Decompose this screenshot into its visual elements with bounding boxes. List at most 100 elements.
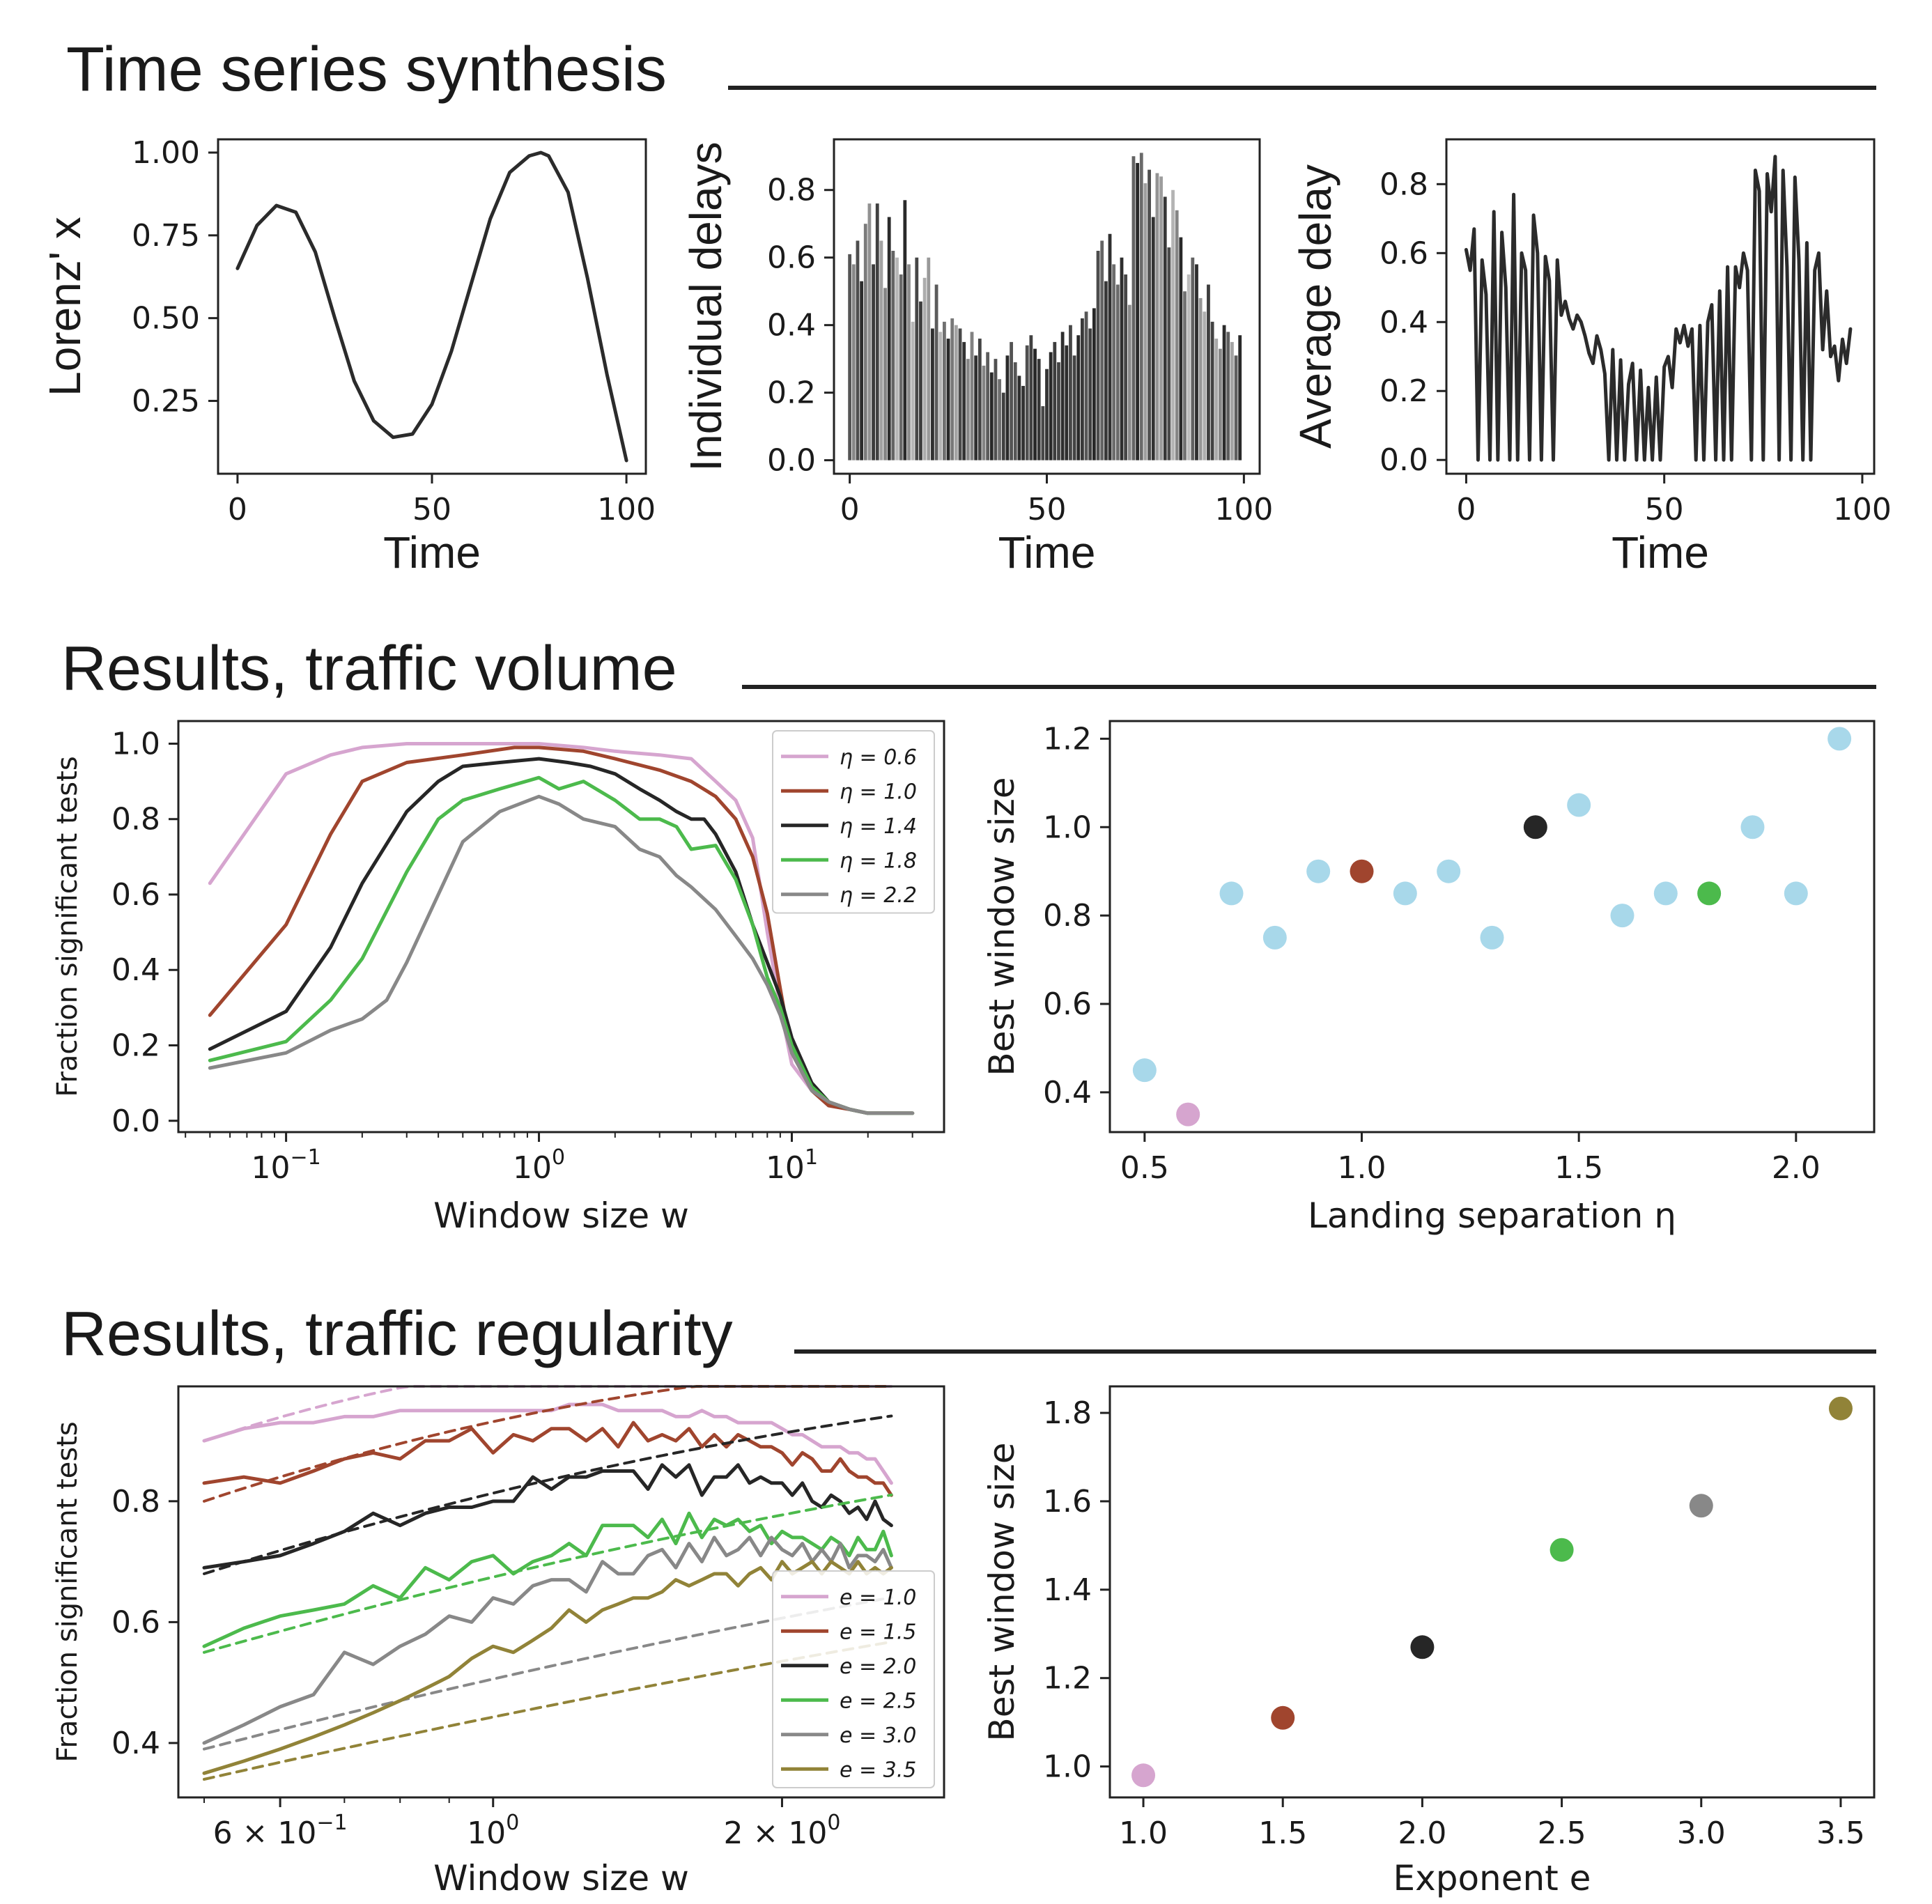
delay-bar xyxy=(1159,176,1163,460)
delay-bar xyxy=(982,365,986,460)
best_regularity-ytick-label: 1.8 xyxy=(1043,1395,1092,1431)
regularity-series-line xyxy=(202,1511,893,1648)
regularity-xlabel: Window size w xyxy=(433,1858,689,1898)
best_volume-point xyxy=(1697,881,1722,906)
volume-legend: η = 0.6 η = 1.0 η = 1.4 η = 1.8 η = 2.2 xyxy=(772,730,935,914)
avgdelay-frame xyxy=(1445,138,1876,475)
best_regularity-ytick-label: 1.0 xyxy=(1043,1749,1092,1785)
regularity-legend-label: e = 3.0 xyxy=(840,1724,916,1748)
best_volume-frame xyxy=(1108,720,1876,1133)
delay-bar xyxy=(911,321,915,460)
delay-bar xyxy=(1025,345,1029,460)
delay-bar xyxy=(1234,355,1238,460)
best_regularity-xtick-label: 1.5 xyxy=(1258,1816,1307,1851)
chart-avgdelay: 0 50 100 0.0 0.2 0.4 0.6 0.8 Time Average delay xyxy=(1290,138,1892,578)
best_volume-point xyxy=(1350,859,1374,883)
delay-bar xyxy=(1222,325,1226,460)
best_volume-point xyxy=(1827,727,1852,751)
regularity-legend-label: e = 1.0 xyxy=(840,1586,916,1610)
delay-bar xyxy=(1163,196,1167,460)
regularity-xtick-label-exp: 0 xyxy=(827,1811,840,1835)
volume-legend-box xyxy=(772,730,935,914)
delay-bar xyxy=(919,301,922,460)
delays-ytick-label: 0.4 xyxy=(767,308,816,343)
delay-bar xyxy=(1203,311,1207,460)
lorenz-xtick-label: 100 xyxy=(597,492,656,527)
best_regularity-point xyxy=(1828,1396,1853,1421)
chart-lorenz: 0 50 100 0.25 0.50 0.75 1.00 Time Lorenz' x xyxy=(40,135,656,578)
delays-xtick-label: 100 xyxy=(1214,492,1273,527)
regularity-fit-line xyxy=(203,1385,893,1503)
delay-bar xyxy=(1115,284,1120,460)
best_volume-point xyxy=(1480,925,1504,950)
delay-bar xyxy=(1060,332,1065,460)
regularity-legend-label: e = 1.5 xyxy=(840,1620,916,1644)
delay-bar xyxy=(1029,335,1033,460)
best_volume-xtick-label: 0.5 xyxy=(1120,1150,1169,1186)
chart-volume: η = 0.6η = 1.0η = 1.4η = 1.8η = 2.2 10−1 1… xyxy=(52,720,945,1236)
delay-bar xyxy=(1049,352,1053,460)
delay-bar xyxy=(1238,335,1242,460)
delay-bar xyxy=(986,352,990,460)
volume-ytick-label: 0.6 xyxy=(111,877,160,913)
delay-bar xyxy=(851,264,856,460)
best_volume-xtick-label: 1.5 xyxy=(1554,1150,1603,1186)
volume-xtick-label-exp: −1 xyxy=(290,1145,320,1170)
delay-bar xyxy=(934,284,938,460)
best_volume-point xyxy=(1653,881,1678,906)
regularity-xtick-label: 2 × 100 xyxy=(723,1811,840,1851)
best_regularity-point xyxy=(1271,1705,1295,1730)
delay-bar xyxy=(1171,189,1175,460)
delay-bar xyxy=(1033,348,1037,460)
volume-legend-label: η = 2.2 xyxy=(840,883,917,908)
volume-xtick-label: 10−1 xyxy=(251,1145,320,1186)
regularity-series-line xyxy=(202,1421,893,1497)
delay-bar xyxy=(1120,257,1124,460)
delay-bar xyxy=(1096,251,1100,460)
delay-bar xyxy=(1207,284,1210,460)
delay-bar xyxy=(1143,183,1147,460)
best_regularity-point xyxy=(1131,1763,1156,1788)
regularity-legend-label: e = 2.0 xyxy=(840,1655,916,1679)
volume-series-line xyxy=(208,794,915,1115)
avgdelay-ytick-label: 0.0 xyxy=(1380,442,1428,478)
volume-xtick-label-exp: 1 xyxy=(805,1145,818,1170)
volume-ytick-label: 0.0 xyxy=(111,1104,160,1139)
best_volume-point xyxy=(1262,925,1287,950)
delays-ylabel: Individual delays xyxy=(681,141,731,471)
delay-bar xyxy=(1210,321,1214,460)
best_regularity-ylabel: Best window size xyxy=(982,1442,1022,1741)
delay-bar xyxy=(1112,264,1116,460)
delay-bar xyxy=(887,217,891,460)
regularity-xtick-label: 100 xyxy=(467,1811,519,1851)
best_volume-ytick-label: 0.8 xyxy=(1043,898,1092,934)
delay-bar xyxy=(1147,169,1151,460)
best_volume-point xyxy=(1567,793,1591,817)
best_regularity-ytick-label: 1.2 xyxy=(1043,1661,1092,1696)
delay-bar xyxy=(1191,257,1195,460)
best_volume-point xyxy=(1437,859,1461,883)
avgdelay-ylabel: Average delay xyxy=(1290,164,1340,449)
delay-bar xyxy=(927,257,931,460)
delay-bar xyxy=(1041,406,1045,460)
volume-legend-label: η = 0.6 xyxy=(840,745,917,770)
delay-bar xyxy=(970,332,974,460)
regularity-xtick-label-exp: −1 xyxy=(316,1811,347,1835)
delays-ytick-label: 0.2 xyxy=(767,376,816,411)
delay-bar xyxy=(1013,362,1017,460)
best_volume-point xyxy=(1393,881,1417,906)
delay-bar xyxy=(891,251,895,460)
delay-bar xyxy=(1104,281,1108,460)
delay-bar xyxy=(1226,332,1230,460)
delay-bar xyxy=(856,240,860,460)
best_regularity-xtick-label: 3.5 xyxy=(1816,1816,1865,1851)
volume-ytick-label: 0.4 xyxy=(111,952,160,988)
delays-xtick-label: 50 xyxy=(1028,492,1067,527)
best_volume-xlabel: Landing separation η xyxy=(1308,1195,1676,1236)
delay-bar xyxy=(950,318,955,460)
delay-bar xyxy=(1001,392,1005,460)
best_regularity-point xyxy=(1410,1635,1435,1659)
lorenz-xlabel: Time xyxy=(383,527,481,578)
best_regularity-point xyxy=(1550,1538,1574,1562)
